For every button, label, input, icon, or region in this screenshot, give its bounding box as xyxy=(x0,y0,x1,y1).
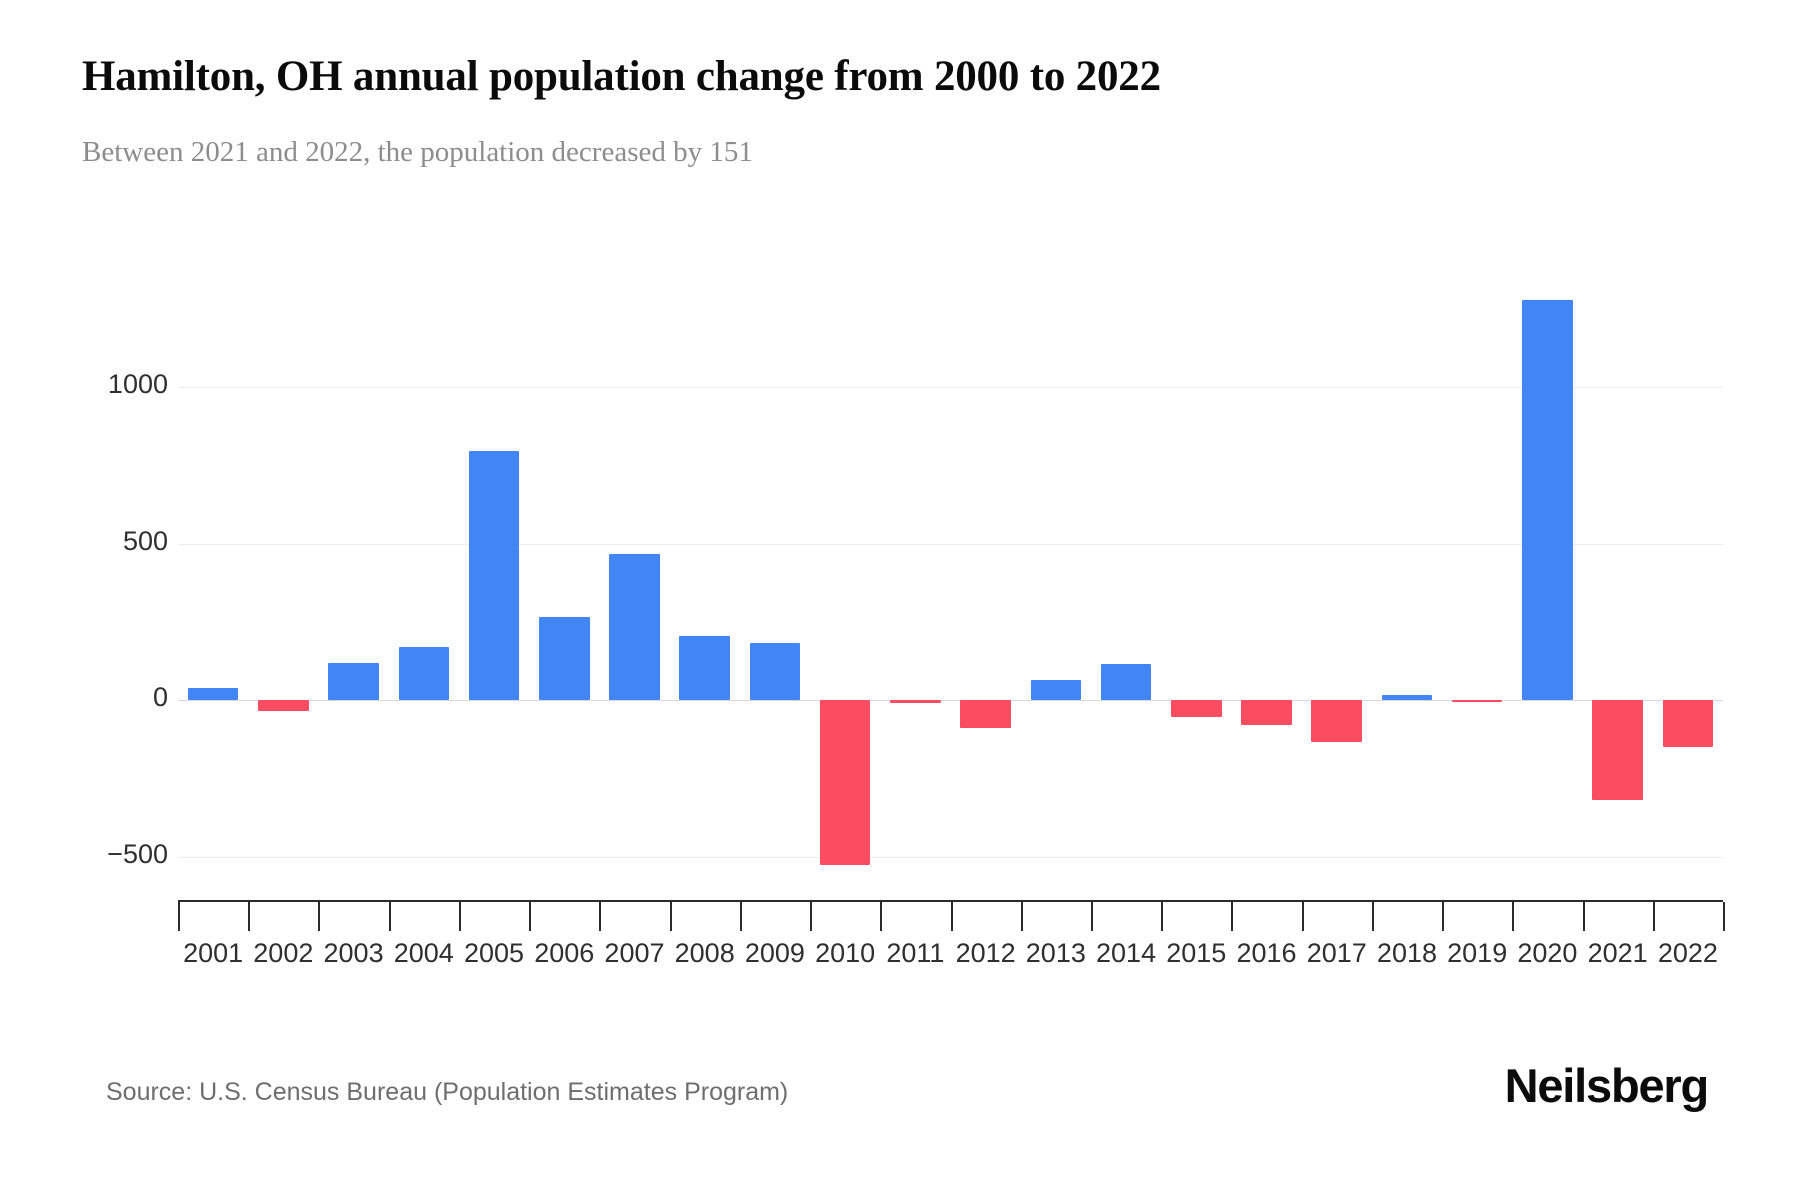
gridline-500 xyxy=(178,543,1723,545)
x-axis-tick xyxy=(458,902,461,931)
x-axis-label-2005: 2005 xyxy=(463,938,525,968)
x-axis-tick xyxy=(739,902,742,931)
x-axis-label-2010: 2010 xyxy=(815,938,876,968)
gridline-1000 xyxy=(178,387,1723,388)
gridline--500 xyxy=(178,856,1723,858)
x-axis-tick xyxy=(178,902,180,931)
x-axis-tick xyxy=(950,902,953,931)
x-axis-label-2008: 2008 xyxy=(674,938,735,968)
bar-2008[interactable] xyxy=(679,635,730,700)
bar-2013[interactable] xyxy=(1030,679,1082,700)
x-axis-label-2014: 2014 xyxy=(1096,938,1157,968)
bar-2014[interactable] xyxy=(1100,664,1152,700)
bar-2012[interactable] xyxy=(960,700,1011,729)
gridline-0 xyxy=(178,700,1723,701)
x-axis-line xyxy=(178,900,1723,902)
x-axis-label-2020: 2020 xyxy=(1517,938,1578,968)
x-axis-label-2018: 2018 xyxy=(1376,938,1437,968)
x-axis-tick xyxy=(1371,902,1374,931)
x-axis-tick xyxy=(1652,902,1655,931)
x-axis-label-2001: 2001 xyxy=(183,938,244,968)
brand-logo: Neilsberg xyxy=(1504,1059,1710,1112)
x-axis-label-2011: 2011 xyxy=(886,938,945,968)
bar-2001[interactable] xyxy=(187,688,239,700)
x-axis-label-2022: 2022 xyxy=(1657,938,1718,968)
source-note: Source: U.S. Census Bureau (Population E… xyxy=(106,1078,789,1106)
x-axis-tick xyxy=(318,902,321,931)
bar-2006[interactable] xyxy=(538,617,590,700)
y-axis-tick-label: −500 xyxy=(107,838,168,869)
x-axis-tick xyxy=(1231,902,1234,931)
x-axis-label-2021: 2021 xyxy=(1587,938,1648,968)
bar-2002[interactable] xyxy=(258,700,309,711)
bar-2003[interactable] xyxy=(328,663,379,700)
x-axis-tick xyxy=(1512,902,1515,931)
x-axis-tick xyxy=(810,902,813,931)
x-axis-tick xyxy=(1723,902,1725,931)
x-axis-label-2002: 2002 xyxy=(253,938,314,968)
x-axis-tick xyxy=(1442,902,1445,931)
chart-subtitle: Between 2021 and 2022, the population de… xyxy=(82,136,753,168)
x-axis-label-2004: 2004 xyxy=(393,938,454,968)
x-axis-label-2016: 2016 xyxy=(1236,938,1297,968)
bar-2010[interactable] xyxy=(819,700,871,865)
x-axis-label-2012: 2012 xyxy=(955,938,1016,968)
x-axis-label-2017: 2017 xyxy=(1306,938,1367,968)
x-axis-tick xyxy=(1161,902,1164,931)
x-axis-label-2009: 2009 xyxy=(744,938,805,968)
x-axis-label-2019: 2019 xyxy=(1447,938,1508,968)
x-axis-label-2006: 2006 xyxy=(534,938,595,968)
bar-2022[interactable] xyxy=(1662,700,1714,748)
x-axis-label-2013: 2013 xyxy=(1025,938,1086,968)
bar-2007[interactable] xyxy=(609,554,660,700)
x-axis-tick xyxy=(669,902,672,931)
y-axis-tick-label: 500 xyxy=(122,525,168,556)
bar-2015[interactable] xyxy=(1171,700,1222,718)
bar-2004[interactable] xyxy=(398,647,450,700)
page-title: Hamilton, OH annual population change fr… xyxy=(82,53,1161,100)
x-axis-tick xyxy=(388,902,391,931)
x-axis-label-2003: 2003 xyxy=(323,938,384,968)
bar-2021[interactable] xyxy=(1592,700,1643,801)
y-axis-tick-label: 0 xyxy=(152,682,168,712)
x-axis-tick xyxy=(599,902,602,931)
x-axis-tick xyxy=(1090,902,1093,931)
bar-2018[interactable] xyxy=(1381,695,1433,700)
x-axis-label-2007: 2007 xyxy=(604,938,665,968)
bar-2019[interactable] xyxy=(1451,700,1503,702)
bar-2017[interactable] xyxy=(1311,700,1363,742)
x-axis-tick xyxy=(529,902,532,931)
x-axis-label-2015: 2015 xyxy=(1166,938,1227,968)
x-axis-tick xyxy=(248,902,251,931)
bar-2016[interactable] xyxy=(1241,700,1292,726)
bar-2020[interactable] xyxy=(1522,299,1573,700)
x-axis-tick xyxy=(880,902,883,931)
bar-2011[interactable] xyxy=(890,700,941,703)
bar-2009[interactable] xyxy=(749,643,801,700)
x-axis-tick xyxy=(1020,902,1023,931)
y-axis-tick-label: 1000 xyxy=(107,369,168,399)
bar-2005[interactable] xyxy=(468,451,520,700)
x-axis-tick xyxy=(1582,902,1585,931)
x-axis-tick xyxy=(1301,902,1304,931)
